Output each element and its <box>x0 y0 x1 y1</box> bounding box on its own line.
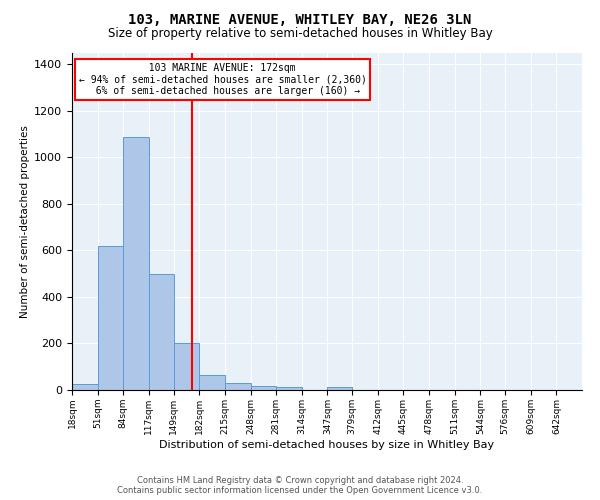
X-axis label: Distribution of semi-detached houses by size in Whitley Bay: Distribution of semi-detached houses by … <box>160 440 494 450</box>
Text: 103, MARINE AVENUE, WHITLEY BAY, NE26 3LN: 103, MARINE AVENUE, WHITLEY BAY, NE26 3L… <box>128 12 472 26</box>
Y-axis label: Number of semi-detached properties: Number of semi-detached properties <box>20 125 30 318</box>
Bar <box>225 383 251 390</box>
Text: Contains HM Land Registry data © Crown copyright and database right 2024.
Contai: Contains HM Land Registry data © Crown c… <box>118 476 482 495</box>
Bar <box>149 274 173 390</box>
Bar <box>251 386 276 390</box>
Bar <box>199 375 225 390</box>
Text: 103 MARINE AVENUE: 172sqm  
← 94% of semi-detached houses are smaller (2,360)
  : 103 MARINE AVENUE: 172sqm ← 94% of semi-… <box>79 62 367 96</box>
Bar <box>328 387 352 390</box>
Bar <box>276 387 302 390</box>
Bar <box>98 246 123 390</box>
Bar <box>72 384 98 390</box>
Bar <box>123 138 149 390</box>
Text: Size of property relative to semi-detached houses in Whitley Bay: Size of property relative to semi-detach… <box>107 28 493 40</box>
Bar <box>173 344 199 390</box>
